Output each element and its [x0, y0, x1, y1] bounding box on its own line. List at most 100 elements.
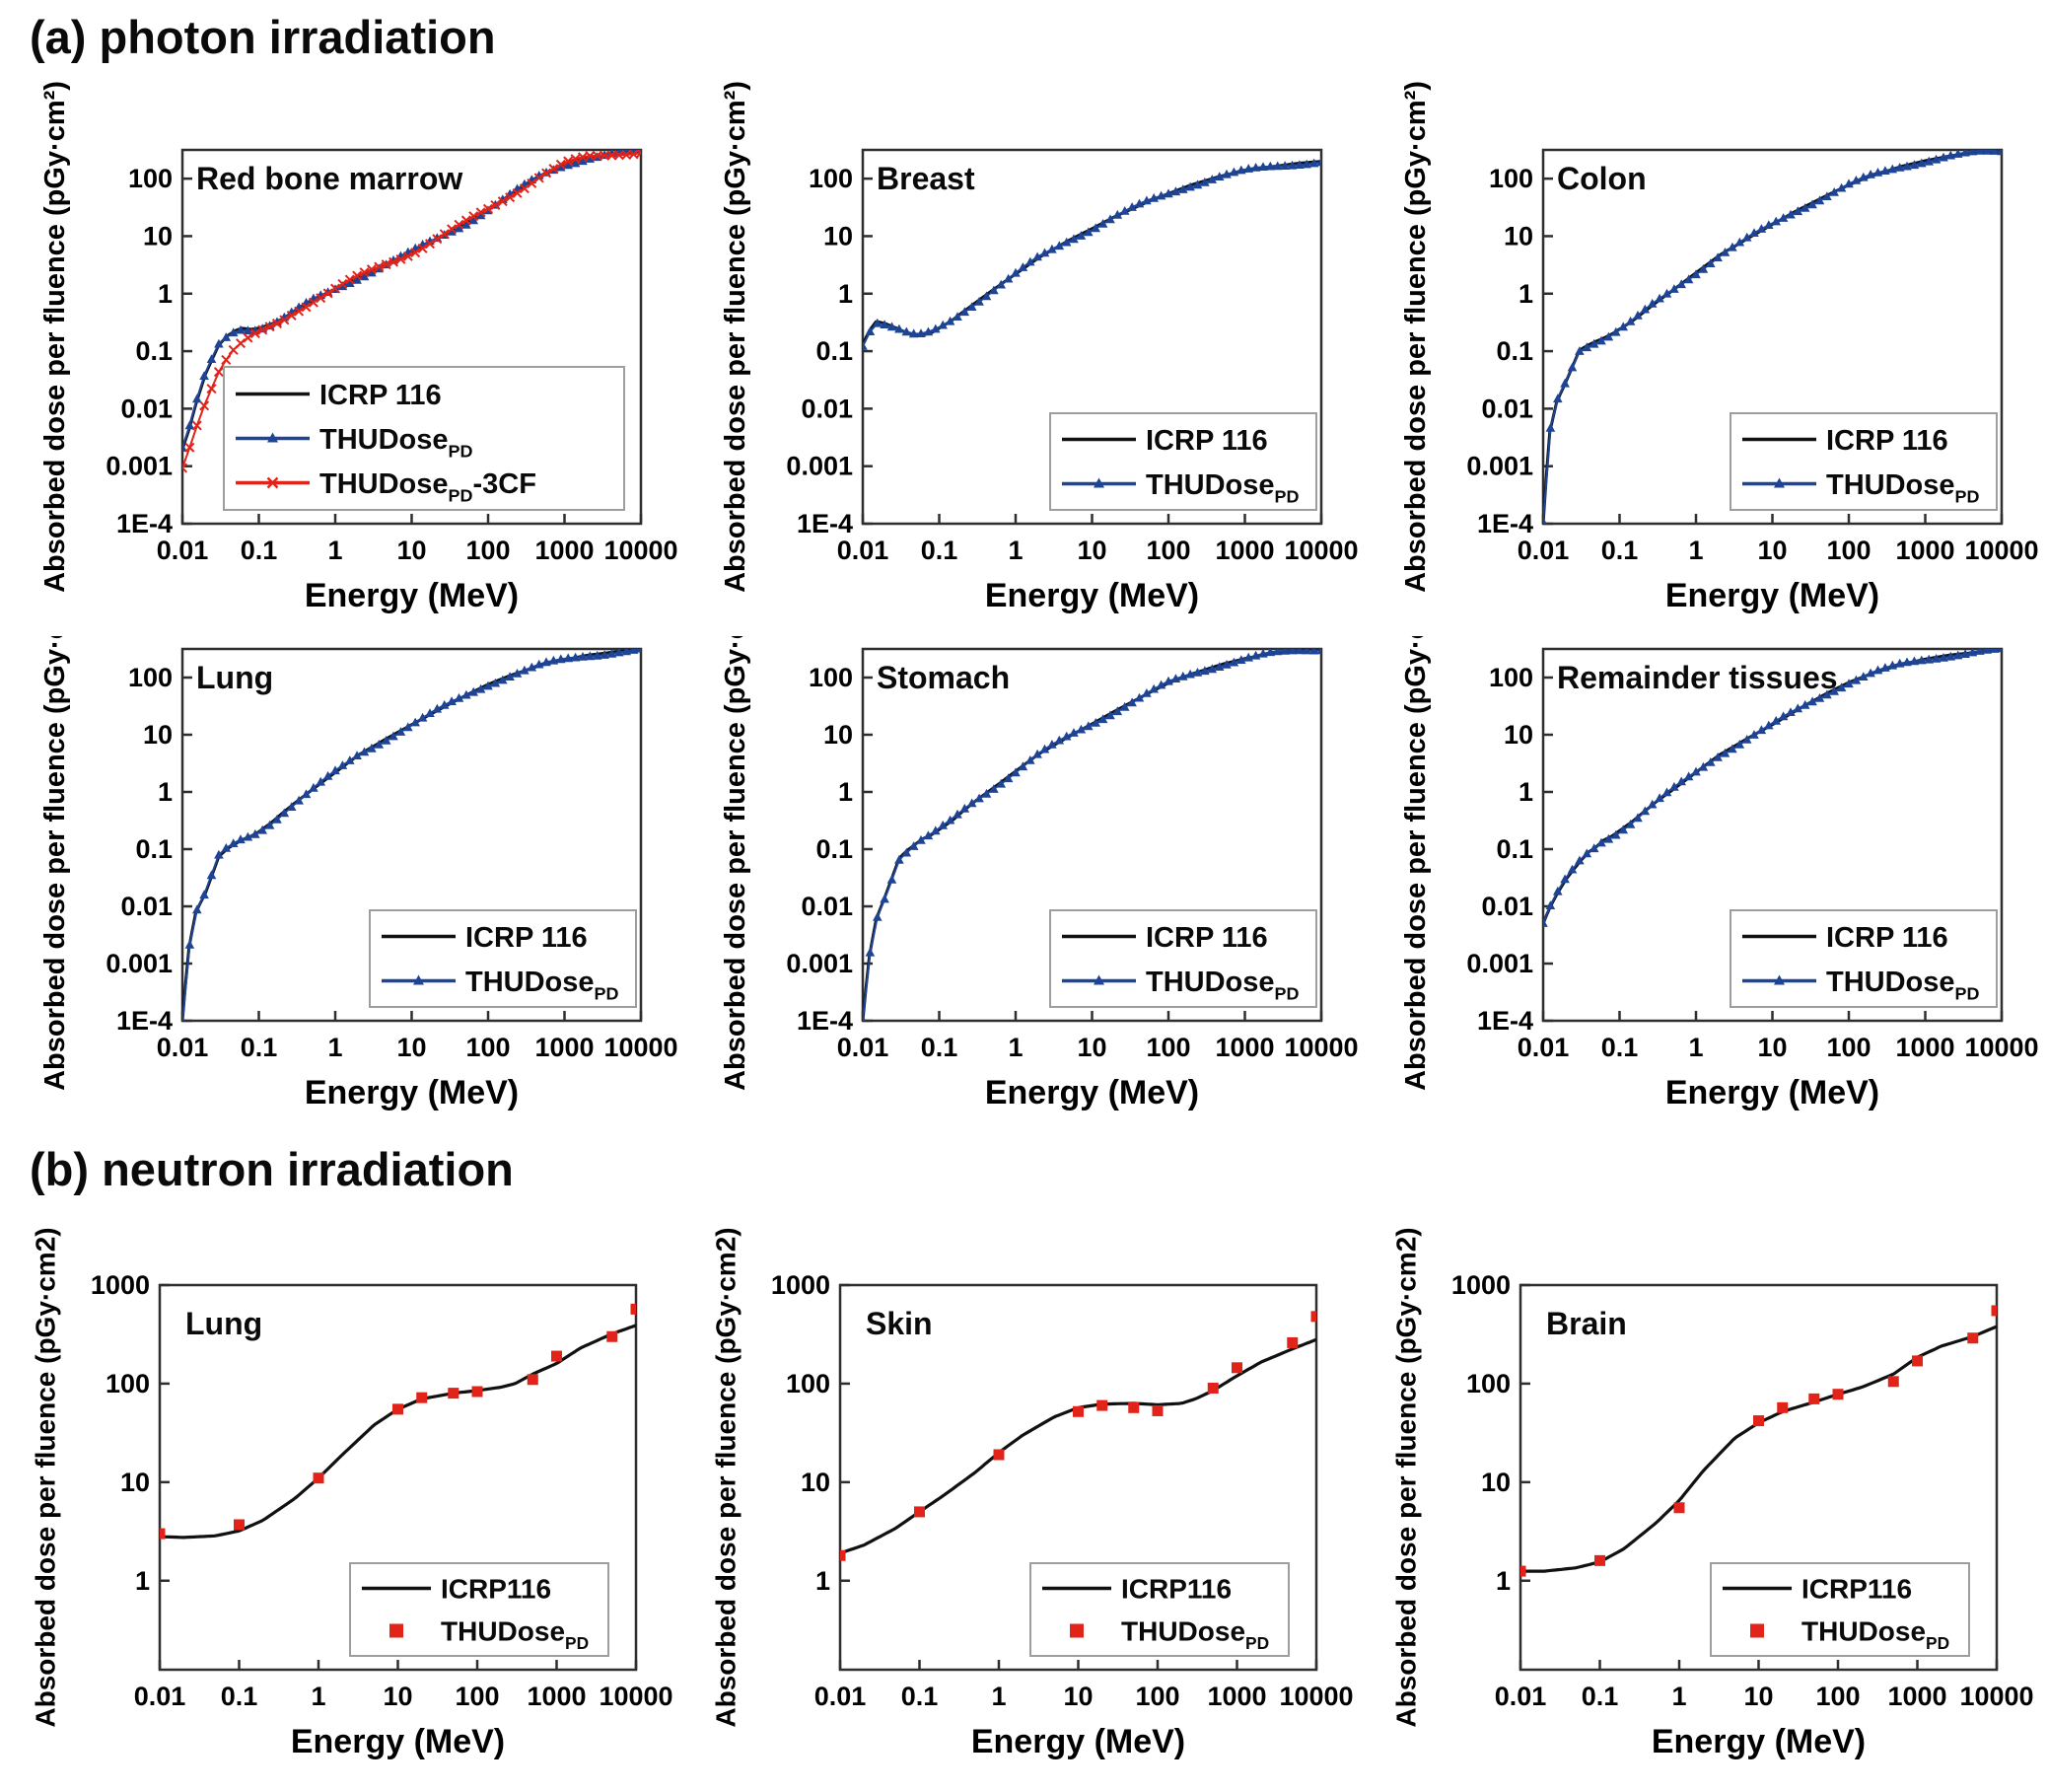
legend-label: ICRP116 — [441, 1574, 551, 1605]
x-tick-label: 10000 — [1964, 536, 2038, 565]
x-tick-label: 1000 — [1887, 1682, 1946, 1711]
x-tick-label: 1 — [1688, 1033, 1703, 1062]
y-tick-label: 0.01 — [1481, 892, 1533, 921]
x-tick-label: 10000 — [603, 536, 677, 565]
legend-box — [1049, 909, 1317, 1008]
x-tick-label: 100 — [1135, 1682, 1179, 1711]
series-icrp116 — [160, 1324, 636, 1540]
axes: 0.01 0.1 1 10 100 1000 10000 1E-4 0.001 0.01 0.1 1 1… — [720, 81, 1359, 614]
y-tick-label: 0.001 — [106, 452, 173, 481]
x-tick-label: 0.1 — [241, 536, 278, 565]
x-axis-label: Energy (MeV) — [1665, 1074, 1879, 1111]
series-icrp116 — [840, 1337, 1316, 1555]
y-tick-label: 1 — [1496, 1566, 1511, 1596]
chart-svg-lung: 0.01 0.1 1 10 100 1000 10000 1E-4 0.001 0.01 0.1 1 1… — [39, 636, 678, 1111]
series-group — [182, 150, 641, 473]
axes: 0.01 0.1 1 10 100 1000 10000 1E-4 0.001 0.01 0.1 1 1… — [720, 636, 1359, 1111]
y-tick-label: 1 — [815, 1566, 830, 1596]
legend-label: ICRP 116 — [465, 922, 588, 954]
x-tick-label: 10 — [1077, 536, 1106, 565]
axes: 0.01 0.1 1 10 100 1000 10000 1 10 100 1000 Energy (… — [31, 1227, 673, 1760]
y-tick-label: 10 — [823, 221, 853, 251]
x-tick-label: 0.01 — [1518, 536, 1570, 565]
y-tick-label: 100 — [809, 164, 853, 193]
x-tick-label: 10000 — [1284, 1033, 1358, 1062]
series-group — [863, 157, 1321, 350]
series-thudose-pd-3cf — [182, 150, 641, 473]
y-tick-label: 100 — [128, 164, 173, 193]
legend-square-icon — [389, 1623, 403, 1638]
legend-label: THUDosePD — [441, 1616, 589, 1653]
x-tick-label: 1 — [327, 536, 342, 565]
y-tick-label: 1E-4 — [797, 509, 853, 538]
y-tick-label: 100 — [128, 663, 173, 692]
x-axis-label: Energy (MeV) — [985, 1074, 1199, 1111]
legend-triangle-icon — [1094, 974, 1104, 985]
chart-cell-photon-red-bone-marrow: 0.01 0.1 1 10 100 1000 10000 1E-4 0.001 0.01 0.1 1 1… — [0, 61, 680, 636]
series-thudose-pd — [182, 649, 641, 1021]
panel-title: Lung — [185, 1306, 262, 1341]
x-tick-label: 0.1 — [1582, 1682, 1619, 1711]
y-tick-label: 10 — [823, 720, 853, 750]
legend-triangle-icon — [413, 974, 424, 985]
y-tick-label: 100 — [1489, 164, 1533, 193]
y-tick-label: 100 — [1466, 1369, 1511, 1398]
series-group — [1520, 1305, 1997, 1577]
y-tick-label: 0.01 — [120, 394, 173, 423]
legend-label: THUDosePD — [1146, 469, 1300, 507]
y-tick-label: 1E-4 — [116, 1006, 173, 1036]
x-tick-label: 100 — [465, 1033, 510, 1062]
chart-cell-neutron-lung: 0.01 0.1 1 10 100 1000 10000 1 10 100 1000 Energy (… — [0, 1223, 680, 1792]
x-tick-label: 1000 — [1895, 536, 1954, 565]
y-tick-label: 0.01 — [1481, 394, 1533, 423]
x-tick-label: 1000 — [534, 1033, 594, 1062]
legend-box — [1710, 1562, 1970, 1657]
series-group — [840, 1311, 1316, 1561]
x-tick-label: 0.01 — [1495, 1682, 1547, 1711]
x-tick-label: 1000 — [527, 1682, 586, 1711]
series-group — [863, 649, 1321, 1021]
series-group — [160, 1303, 636, 1540]
y-tick-label: 1E-4 — [116, 509, 173, 538]
x-tick-label: 1000 — [1215, 1033, 1274, 1062]
x-axis-label: Energy (MeV) — [1652, 1723, 1866, 1760]
x-tick-label: 1 — [327, 1033, 342, 1062]
legend: ICRP 116 THUDosePD — [1730, 412, 1998, 511]
x-tick-label: 100 — [1826, 536, 1871, 565]
series-thudose-pd — [160, 1303, 636, 1540]
x-tick-label: 10 — [1757, 1033, 1787, 1062]
axes: 0.01 0.1 1 10 100 1000 10000 1E-4 0.001 0.01 0.1 1 1… — [39, 636, 678, 1111]
series-group — [1543, 649, 2002, 927]
y-tick-label: 0.001 — [1466, 452, 1533, 481]
chart-svg-brain: 0.01 0.1 1 10 100 1000 10000 1 10 100 1000 Energy (… — [1391, 1227, 2034, 1760]
x-tick-label: 0.1 — [241, 1033, 278, 1062]
legend-x-icon — [266, 476, 279, 489]
series-group — [1543, 150, 2002, 524]
y-tick-label: 1 — [135, 1566, 150, 1596]
y-tick-label: 10 — [1504, 720, 1533, 750]
y-tick-label: 1000 — [1451, 1270, 1511, 1300]
legend: ICRP116 THUDosePD — [1029, 1562, 1290, 1657]
x-tick-label: 1000 — [1207, 1682, 1266, 1711]
legend-label: ICRP116 — [1121, 1574, 1232, 1605]
series-thudose-pd — [1520, 1305, 1997, 1577]
legend-label: THUDosePD-3CF — [319, 468, 536, 506]
y-tick-label: 10 — [1481, 1468, 1511, 1497]
chart-cell-photon-breast: 0.01 0.1 1 10 100 1000 10000 1E-4 0.001 0.01 0.1 1 1… — [680, 61, 1361, 636]
y-tick-label: 0.1 — [135, 336, 173, 366]
chart-svg-red-bone-marrow: 0.01 0.1 1 10 100 1000 10000 1E-4 0.001 0.01 0.1 1 1… — [39, 81, 678, 614]
legend: ICRP 116 THUDosePD — [369, 909, 637, 1008]
section-b-header: (b) neutron irradiation — [30, 1143, 514, 1195]
chart-cell-photon-lung: 0.01 0.1 1 10 100 1000 10000 1E-4 0.001 0.01 0.1 1 1… — [0, 636, 680, 1213]
legend: ICRP 116 THUDosePD — [1730, 909, 1998, 1008]
x-axis-label: Energy (MeV) — [971, 1723, 1185, 1760]
x-tick-label: 0.1 — [901, 1682, 939, 1711]
legend-triangle-icon — [1774, 974, 1785, 985]
y-tick-label: 1 — [838, 777, 853, 807]
y-tick-label: 0.01 — [801, 394, 853, 423]
legend-triangle-icon — [1094, 477, 1104, 488]
axes: 0.01 0.1 1 10 100 1000 10000 1E-4 0.001 0.01 0.1 1 1… — [39, 81, 678, 614]
chart-svg-skin: 0.01 0.1 1 10 100 1000 10000 1 10 100 1000 Energy (… — [711, 1227, 1354, 1760]
y-tick-label: 0.1 — [815, 336, 853, 366]
panel-title: Colon — [1557, 161, 1647, 196]
